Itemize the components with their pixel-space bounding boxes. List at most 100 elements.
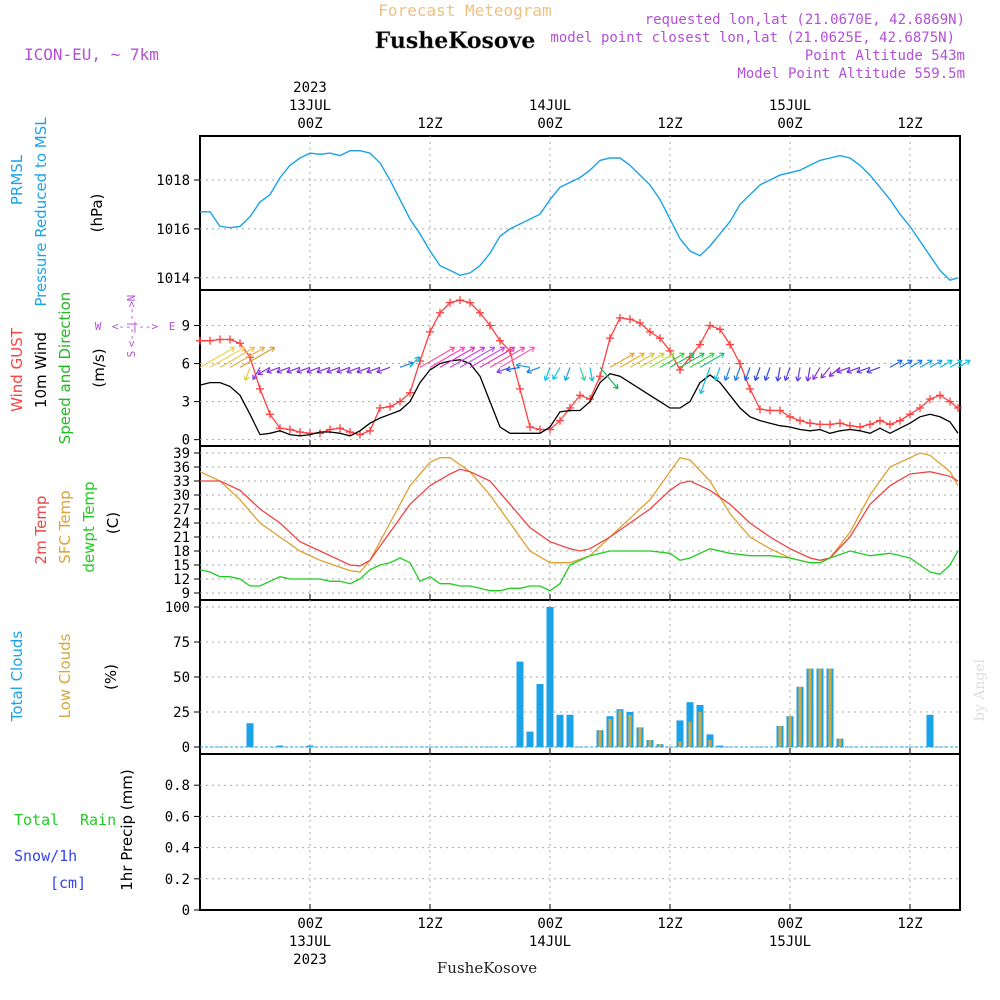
wind-direction-arrow [599, 366, 619, 390]
bar-low-clouds [708, 740, 712, 747]
wind-direction-arrowhead [783, 375, 786, 381]
y-tick-label: 30 [173, 488, 190, 504]
wind-direction-arrowhead [243, 375, 246, 381]
label-snow: Snow/1h [14, 847, 77, 865]
wind-direction-arrow [469, 346, 505, 368]
wind-direction-arrowhead [959, 360, 963, 366]
wind-direction-arrow [856, 366, 871, 373]
wind-direction-arrowhead [846, 367, 851, 373]
bar-low-clouds [838, 738, 842, 747]
wind-direction-arrowhead [414, 356, 420, 359]
wind-direction-arrowhead [820, 375, 826, 379]
y-tick-label: 3 [182, 395, 190, 411]
bar-low-clouds [628, 714, 632, 747]
y-tick-label: 1018 [156, 173, 190, 189]
top-time-label: 15JUL [769, 98, 811, 114]
y-tick-label: 75 [173, 635, 190, 651]
series-dewpt-temp [199, 548, 959, 592]
top-time-label: 00Z [297, 116, 322, 132]
wind-direction-arrowhead [266, 371, 272, 374]
wind-direction-arrow [659, 352, 685, 368]
label-pressure-unit: (hPa) [88, 194, 106, 233]
wind-direction-arrowhead [261, 347, 266, 353]
wind-direction-arrow [564, 367, 571, 381]
bar-low-clouds [798, 686, 802, 747]
wind-direction-arrowhead [846, 371, 852, 374]
wind-direction-arrow [257, 366, 271, 375]
wind-direction-arrowhead [505, 369, 512, 373]
wind-direction-arrowhead [511, 347, 516, 353]
label-total-rain: Total [14, 811, 59, 829]
wind-direction-arrowhead [866, 367, 871, 373]
top-time-label: 13JUL [289, 98, 331, 114]
y-tick-label: 1014 [156, 271, 190, 287]
bar-total-clouds [716, 745, 724, 747]
wind-direction-arrowhead [724, 376, 730, 381]
label-clouds-unit: (%) [102, 664, 120, 690]
wind-direction-arrowhead [276, 367, 281, 373]
label-pressure-msl: Pressure Reduced to MSL [32, 117, 50, 307]
wind-direction-arrowhead [515, 362, 522, 366]
wind-direction-arrowhead [763, 375, 766, 381]
bar-total-clouds [536, 684, 544, 747]
top-time-label: 00Z [537, 116, 562, 132]
top-time-label: 12Z [417, 116, 442, 132]
wind-direction-arrowhead [531, 347, 536, 353]
wind-direction-arrowhead [795, 376, 799, 382]
credit-watermark: by Angel [972, 658, 988, 721]
wind-direction-arrowhead [613, 386, 619, 390]
bar-low-clouds [648, 740, 652, 747]
wind-direction-arrowhead [346, 367, 351, 373]
y-tick-label: 18 [173, 544, 190, 560]
top-time-label: 12Z [657, 116, 682, 132]
wind-direction-arrowhead [866, 371, 872, 374]
bar-total-clouds [306, 745, 314, 747]
wind-direction-arrow [649, 352, 675, 368]
wind-direction-arrow [889, 359, 903, 368]
wind-direction-arrowhead [491, 347, 496, 353]
model-label: ICON-EU, ~ 7km [24, 45, 159, 64]
wind-direction-arrowhead [552, 376, 558, 381]
wind-direction-arrowhead [257, 369, 261, 375]
wind-direction-arrowhead [366, 367, 371, 373]
wind-direction-arrowhead [501, 347, 506, 353]
bar-total-clouds [546, 607, 554, 747]
wind-direction-arrowhead [812, 376, 818, 381]
wind-direction-arrowhead [805, 376, 809, 382]
label-wind-gust: Wind GUST [8, 327, 26, 412]
wind-direction-arrowhead [967, 360, 971, 366]
bar-total-clouds [926, 714, 934, 747]
y-tick-label: 0.6 [165, 809, 190, 825]
wind-direction-arrowhead [588, 376, 593, 382]
wind-direction-arrow [506, 366, 521, 371]
bar-low-clouds [778, 726, 782, 747]
label-low-clouds: Low Clouds [56, 633, 74, 718]
wind-direction-arrowhead [580, 376, 586, 381]
label-temp-unit: (C) [104, 512, 122, 534]
wind-direction-arrow [764, 367, 771, 381]
wind-direction-arrowhead [296, 371, 302, 374]
wind-direction-arrowhead [231, 347, 236, 353]
wind-direction-arrow [639, 352, 665, 368]
bottom-time-axis: 00Z 13JUL 2023 12Z 00Z 14JUL 12Z 00Z 15JUL 12Z [289, 916, 923, 968]
bottom-time-label: 13JUL [289, 934, 331, 950]
bottom-time-label: 00Z [537, 916, 562, 932]
panel-precip: 0 0.2 0.4 0.6 0.8 [165, 753, 961, 919]
wind-direction-arrowhead [753, 375, 756, 381]
y-tick-label: 0 [182, 740, 190, 756]
wind-direction-arrowhead [346, 371, 352, 374]
wind-direction-arrow [346, 366, 361, 373]
panel-pressure: 1014 1016 1018 [156, 135, 961, 291]
wind-direction-arrow [286, 366, 301, 373]
wind-direction-arrow [836, 366, 851, 373]
wind-direction-arrow [544, 367, 551, 381]
wind-direction-arrow [846, 366, 861, 373]
wind-direction-arrowhead [251, 347, 256, 353]
compass-vertical-arrows: <--|--> [125, 300, 138, 347]
y-tick-label: 39 [173, 446, 190, 462]
wind-direction-arrowhead [929, 360, 933, 366]
wind-direction-arrow [619, 352, 645, 368]
wind-direction-arrow [828, 366, 841, 377]
bar-low-clouds [808, 668, 812, 747]
wind-direction-arrowhead [316, 367, 321, 373]
